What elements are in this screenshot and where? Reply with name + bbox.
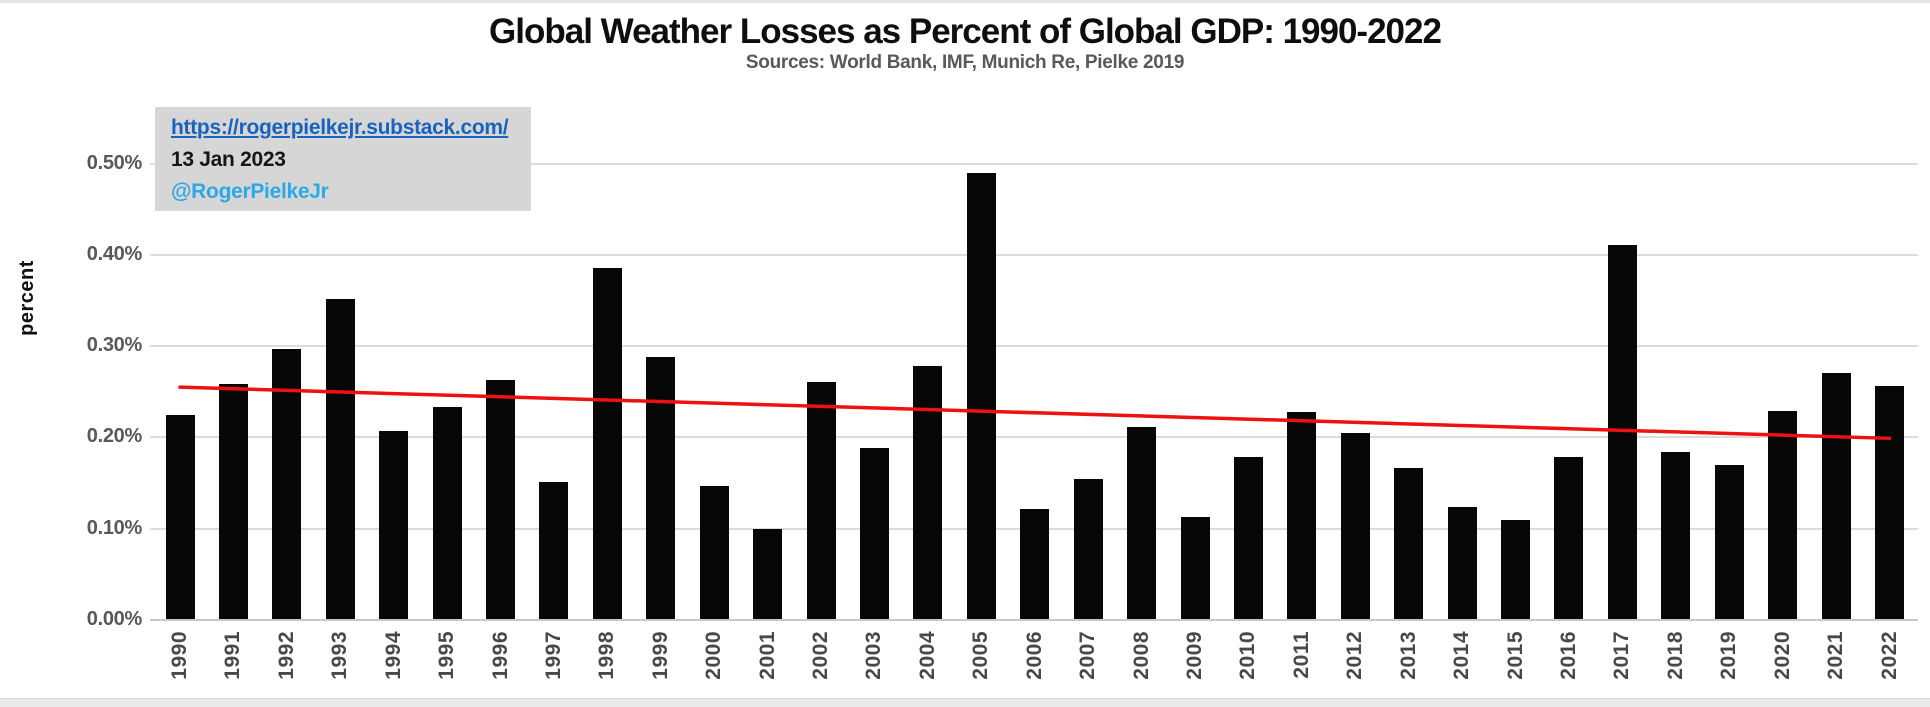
bar-2013 (1394, 468, 1424, 620)
bar-2021 (1821, 372, 1851, 620)
bar-2003 (859, 448, 889, 620)
bar-2001 (753, 528, 783, 620)
bar-2007 (1073, 479, 1103, 620)
x-tick-label: 2002 (809, 631, 833, 680)
x-tick-label: 1991 (221, 631, 245, 680)
x-tick-label: 1990 (168, 631, 191, 680)
x-tick-label: 2000 (702, 631, 726, 680)
bar-1995 (432, 407, 462, 620)
x-tick-label: 1995 (435, 631, 459, 680)
bar-2015 (1501, 520, 1531, 620)
bar-2020 (1768, 410, 1798, 620)
bar-2010 (1233, 456, 1263, 620)
x-tick-label: 1994 (381, 631, 405, 680)
bar-2000 (699, 485, 729, 620)
x-tick-label: 2004 (915, 631, 939, 680)
x-tick-label: 2001 (755, 631, 779, 680)
x-tick-label: 1999 (648, 631, 672, 680)
bar-2012 (1340, 432, 1370, 620)
x-tick-label: 2016 (1556, 631, 1580, 680)
x-tick-label: 2003 (862, 631, 886, 680)
bar-2014 (1447, 506, 1477, 620)
x-tick-label: 2011 (1289, 631, 1313, 679)
gridline (150, 253, 1918, 256)
bar-2011 (1287, 411, 1317, 620)
bar-2005 (966, 172, 996, 620)
x-axis-line (150, 619, 1918, 621)
source-info-box: https://rogerpielkejr.substack.com/ 13 J… (155, 107, 531, 211)
bar-1992 (272, 348, 302, 620)
y-tick-label: 0.30% (86, 334, 143, 357)
bar-2019 (1714, 464, 1744, 620)
x-tick-label: 2017 (1610, 631, 1634, 680)
x-tick-label: 2013 (1396, 631, 1420, 680)
x-tick-label: 2005 (969, 631, 993, 680)
bar-1997 (539, 482, 569, 620)
y-tick-label: 0.10% (86, 516, 143, 539)
y-tick-label: 0.40% (86, 242, 143, 265)
x-tick-label: 1993 (328, 631, 352, 680)
gridline (150, 345, 1918, 348)
bar-2009 (1180, 516, 1210, 620)
x-tick-label: 1997 (541, 631, 565, 680)
x-tick-label: 1998 (595, 631, 619, 680)
bar-2002 (806, 381, 836, 620)
x-tick-label: 2008 (1129, 631, 1153, 680)
x-tick-label: 2019 (1717, 631, 1741, 680)
x-tick-label: 2018 (1663, 631, 1687, 680)
bar-1990 (165, 414, 195, 620)
x-tick-label: 2014 (1450, 631, 1474, 680)
chart-subtitle: Sources: World Bank, IMF, Munich Re, Pie… (745, 52, 1185, 73)
bar-2016 (1554, 456, 1584, 620)
x-tick-label: 2022 (1877, 631, 1901, 680)
bar-1993 (325, 298, 355, 620)
bar-2022 (1875, 386, 1904, 620)
x-tick-label: 1992 (274, 631, 298, 680)
bar-2004 (913, 366, 943, 620)
x-tick-label: 2021 (1824, 631, 1848, 680)
bar-2006 (1020, 508, 1050, 620)
gridline (150, 436, 1918, 439)
x-tick-label: 2007 (1076, 631, 1100, 680)
bar-2017 (1607, 244, 1637, 620)
substack-link[interactable]: https://rogerpielkejr.substack.com/ (171, 116, 509, 139)
top-border-strip (0, 0, 1930, 3)
bar-2008 (1127, 427, 1157, 620)
y-tick-label: 0.00% (86, 608, 143, 630)
x-tick-label: 2009 (1183, 631, 1207, 680)
x-tick-label: 2012 (1343, 631, 1367, 680)
bar-1996 (486, 379, 516, 620)
x-tick-label: 1996 (488, 631, 512, 680)
bottom-border-strip (0, 698, 1930, 707)
x-tick-label: 2015 (1503, 631, 1527, 680)
bar-1999 (646, 357, 676, 620)
bar-1998 (592, 268, 622, 620)
info-date: 13 Jan 2023 (171, 148, 286, 171)
twitter-handle: @RogerPielkeJr (171, 180, 329, 203)
x-tick-label: 2006 (1022, 631, 1046, 680)
bar-1994 (379, 431, 409, 620)
y-tick-label: 0.20% (86, 425, 143, 448)
gridline (150, 162, 1918, 165)
y-tick-label: 0.50% (86, 151, 143, 174)
bar-2018 (1661, 452, 1691, 620)
x-tick-label: 2010 (1236, 631, 1260, 680)
chart-title: Global Weather Losses as Percent of Glob… (489, 12, 1442, 51)
x-tick-label: 2020 (1770, 631, 1794, 680)
bar-1991 (218, 384, 248, 620)
